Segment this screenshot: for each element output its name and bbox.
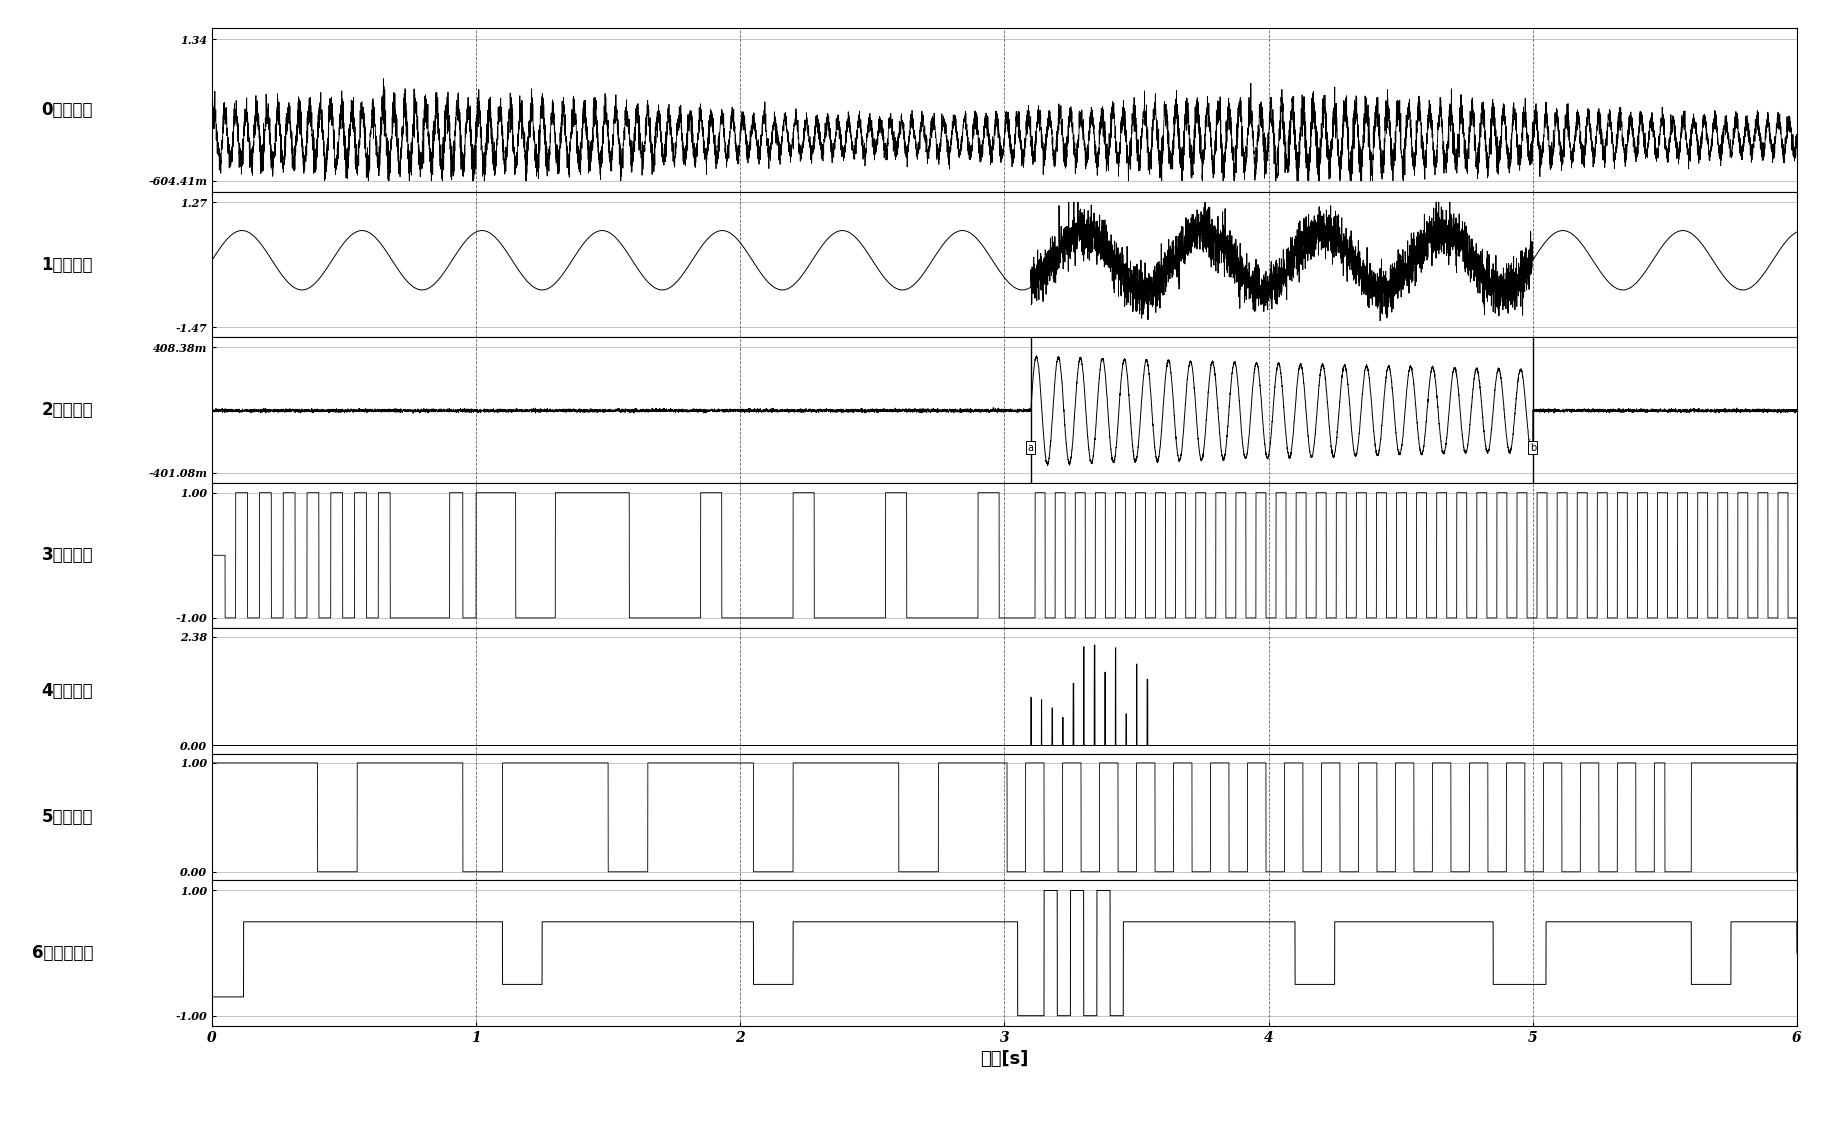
Y-axis label: 4开闭冲击: 4开闭冲击 bbox=[41, 682, 94, 700]
Text: b: b bbox=[1530, 443, 1535, 453]
Y-axis label: 2振动滤波: 2振动滤波 bbox=[41, 401, 94, 419]
Y-axis label: 3振动量化: 3振动量化 bbox=[41, 546, 94, 564]
Y-axis label: 0随机冲击: 0随机冲击 bbox=[42, 101, 94, 119]
Text: a: a bbox=[1028, 443, 1034, 453]
X-axis label: 时间[s]: 时间[s] bbox=[980, 1050, 1028, 1068]
Y-axis label: 6量化相对积: 6量化相对积 bbox=[31, 944, 94, 962]
Y-axis label: 1广义共振: 1广义共振 bbox=[42, 256, 94, 274]
Y-axis label: 5冲击量化: 5冲击量化 bbox=[42, 808, 94, 826]
